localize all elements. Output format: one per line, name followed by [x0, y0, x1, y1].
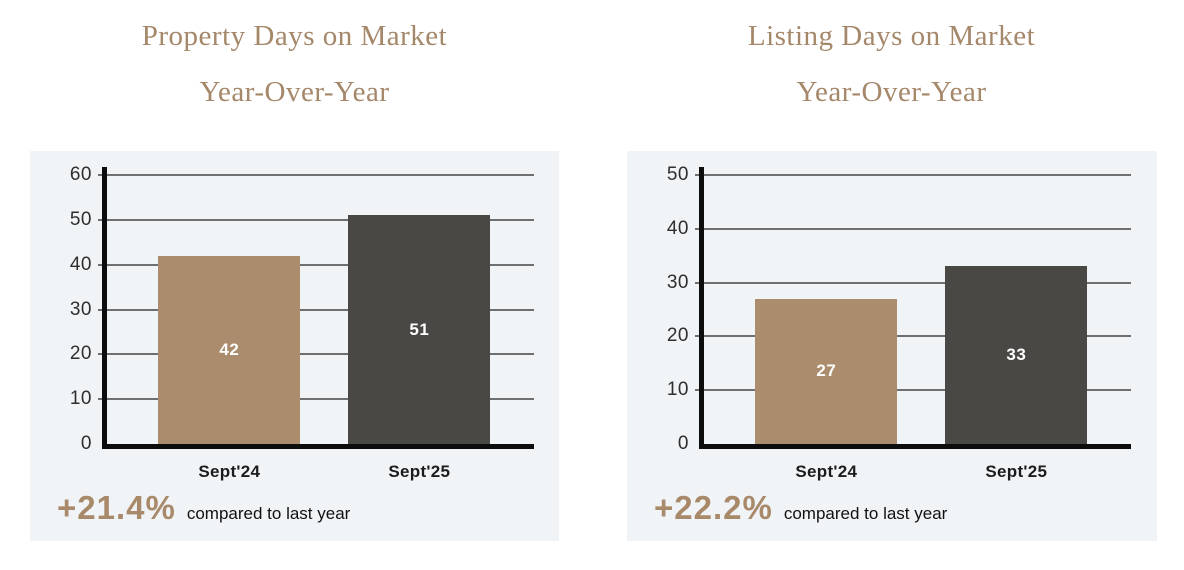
gridline-30 — [695, 281, 1131, 284]
property-change-row: +21.4% compared to last year — [57, 489, 350, 527]
listing-change-row: +22.2% compared to last year — [654, 489, 947, 527]
bar-sept24: 27 — [755, 298, 898, 444]
y-axis-tick-label: 50 — [69, 208, 92, 230]
listing-change-note: compared to last year — [783, 504, 948, 523]
listing-chart-plot: 50 40 30 20 10 0 27 Sept'24 33 Sept'25 — [667, 164, 1131, 481]
bar-value-label: 51 — [409, 319, 430, 339]
x-axis-tick-label: Sept'24 — [198, 462, 261, 481]
y-axis-line — [102, 167, 107, 449]
y-axis-tick-label: 40 — [69, 253, 92, 275]
bar-sept24: 42 — [158, 255, 301, 444]
bar-value-label: 27 — [816, 361, 837, 381]
y-axis-tick-label: 10 — [666, 379, 689, 401]
property-chart-plot: 60 50 40 30 20 10 0 42 Sept'24 51 Sept'25 — [70, 164, 534, 481]
gridline-40 — [98, 263, 534, 266]
bar-sept25: 33 — [945, 266, 1088, 444]
property-chart-title-line1: Property Days on Market — [141, 20, 448, 52]
y-axis-tick-label: 20 — [69, 343, 92, 365]
gridline-40 — [695, 227, 1131, 230]
property-change-percent: +21.4% — [57, 489, 176, 526]
y-axis-tick-label: 60 — [69, 164, 92, 185]
listing-change-percent: +22.2% — [654, 489, 773, 526]
gridline-60 — [98, 174, 534, 176]
property-chart-title: Property Days on Market Year-Over-Year — [30, 8, 559, 120]
y-axis-tick-label: 20 — [666, 325, 689, 347]
y-axis-tick-label: 40 — [666, 217, 689, 239]
property-change-note: compared to last year — [186, 504, 351, 523]
gridline-20 — [695, 335, 1131, 338]
gridline-20 — [98, 353, 534, 356]
x-axis-tick-label: Sept'25 — [388, 462, 451, 481]
x-axis-tick-label: Sept'24 — [795, 462, 858, 481]
bar-sept25: 51 — [348, 215, 491, 444]
bar-value-label: 33 — [1006, 345, 1027, 365]
property-chart-panel: 60 50 40 30 20 10 0 42 Sept'24 51 Sept'25 +21.4% c… — [30, 151, 559, 541]
y-axis-tick-label: 30 — [666, 271, 689, 293]
property-chart-title-line2: Year-Over-Year — [199, 76, 390, 108]
y-axis-tick-label: 0 — [677, 433, 689, 454]
x-axis-tick-label: Sept'25 — [985, 462, 1048, 481]
listing-chart-title: Listing Days on Market Year-Over-Year — [627, 8, 1156, 120]
y-axis-tick-label: 0 — [80, 433, 92, 454]
gridline-30 — [98, 308, 534, 311]
y-axis-tick-label: 50 — [666, 164, 689, 185]
listing-chart-title-line1: Listing Days on Market — [747, 20, 1036, 52]
listing-chart-panel: 50 40 30 20 10 0 27 Sept'24 33 Sept'25 +22.2% com… — [627, 151, 1157, 541]
gridline-10 — [98, 398, 534, 401]
y-axis-tick-label: 30 — [69, 298, 92, 320]
gridline-10 — [695, 389, 1131, 392]
x-axis-line — [699, 444, 1131, 449]
listing-chart-title-line2: Year-Over-Year — [796, 76, 987, 108]
gridline-50 — [695, 174, 1131, 176]
gridline-50 — [98, 218, 534, 221]
y-axis-line — [699, 167, 704, 449]
y-axis-tick-label: 10 — [69, 388, 92, 410]
x-axis-line — [102, 444, 534, 449]
bar-value-label: 42 — [219, 339, 240, 359]
